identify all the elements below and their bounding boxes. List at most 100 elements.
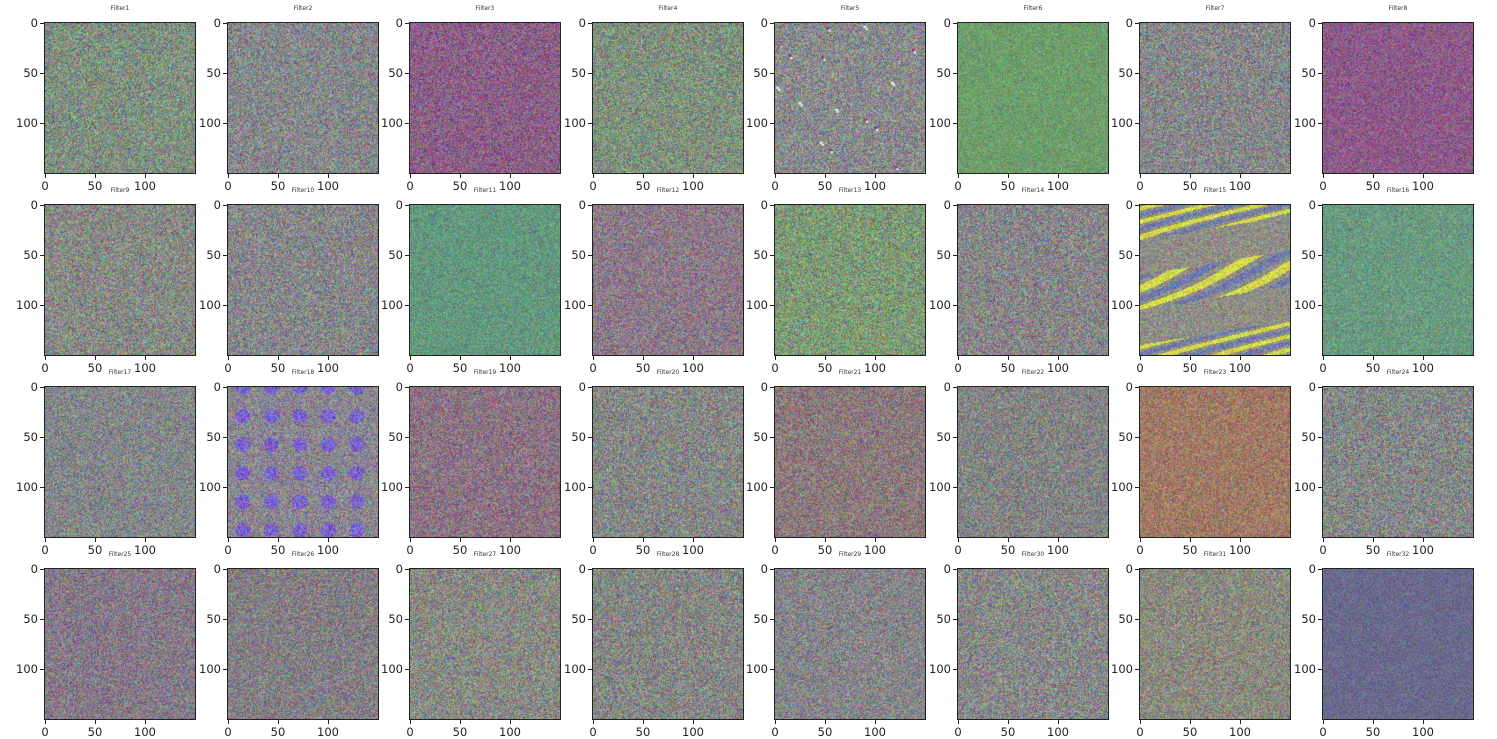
filter-activation-image bbox=[775, 23, 925, 173]
filter-image-axes bbox=[227, 22, 379, 174]
x-tick bbox=[825, 174, 826, 178]
filter-image-axes bbox=[227, 386, 379, 538]
y-tick bbox=[40, 255, 44, 256]
panel-title: Filter27 bbox=[473, 551, 497, 558]
y-tick bbox=[1318, 619, 1322, 620]
x-tick bbox=[643, 174, 644, 178]
x-tick bbox=[1190, 720, 1191, 724]
x-tick-label: 50 bbox=[87, 725, 103, 739]
x-tick-label: 0 bbox=[224, 543, 232, 557]
y-tick bbox=[1135, 305, 1139, 306]
y-tick bbox=[1135, 123, 1139, 124]
x-tick-label: 0 bbox=[224, 725, 232, 739]
y-tick-label: 50 bbox=[571, 248, 586, 262]
x-tick-label: 0 bbox=[1136, 543, 1144, 557]
x-tick bbox=[145, 356, 146, 360]
y-tick bbox=[953, 437, 957, 438]
y-tick-label: 50 bbox=[206, 66, 221, 80]
y-tick bbox=[405, 387, 409, 388]
x-tick-label: 50 bbox=[1182, 361, 1198, 375]
x-tick bbox=[593, 174, 594, 178]
x-tick-label: 100 bbox=[1412, 361, 1434, 375]
y-tick bbox=[40, 305, 44, 306]
y-tick-label: 0 bbox=[943, 198, 951, 212]
y-tick bbox=[40, 619, 44, 620]
x-tick-label: 50 bbox=[817, 179, 833, 193]
y-tick-label: 100 bbox=[381, 116, 403, 130]
y-tick bbox=[223, 437, 227, 438]
y-tick bbox=[953, 23, 957, 24]
y-tick bbox=[223, 487, 227, 488]
panel-title: Filter14 bbox=[1021, 187, 1045, 194]
y-tick bbox=[588, 305, 592, 306]
y-tick-label: 50 bbox=[753, 248, 768, 262]
y-tick-label: 50 bbox=[1301, 430, 1316, 444]
y-tick bbox=[770, 437, 774, 438]
y-tick bbox=[1318, 305, 1322, 306]
x-tick-label: 50 bbox=[87, 543, 103, 557]
panel-title: Filter24 bbox=[1386, 369, 1410, 376]
x-tick-label: 50 bbox=[635, 725, 651, 739]
filter-panel: Filter23 0 50 100 0 50 100 bbox=[1111, 369, 1291, 557]
filter-panel: Filter2 0 50 100 0 50 100 bbox=[199, 5, 379, 193]
filter-image-axes bbox=[1322, 22, 1474, 174]
filter-panel: Filter24 0 50 100 0 50 100 bbox=[1294, 369, 1474, 557]
x-tick bbox=[460, 356, 461, 360]
x-tick bbox=[1323, 174, 1324, 178]
filter-image-axes bbox=[774, 22, 926, 174]
filter-panel: Filter16 0 50 100 0 50 100 bbox=[1294, 187, 1474, 375]
y-tick-label: 50 bbox=[1118, 66, 1133, 80]
y-tick bbox=[588, 669, 592, 670]
filter-activation-image bbox=[1140, 387, 1290, 537]
y-tick-label: 50 bbox=[206, 612, 221, 626]
y-tick-label: 100 bbox=[929, 480, 951, 494]
filter-panel: Filter18 0 50 100 0 50 100 bbox=[199, 369, 379, 557]
y-tick bbox=[588, 487, 592, 488]
y-tick-label: 50 bbox=[753, 612, 768, 626]
panel-title: Filter18 bbox=[291, 369, 315, 376]
filter-panel: Filter21 0 50 100 0 50 100 bbox=[746, 369, 926, 557]
y-tick-label: 100 bbox=[564, 662, 586, 676]
x-tick-label: 0 bbox=[41, 179, 49, 193]
y-tick-label: 100 bbox=[1111, 662, 1133, 676]
y-tick-label: 100 bbox=[1294, 662, 1316, 676]
y-tick bbox=[588, 205, 592, 206]
y-tick bbox=[405, 437, 409, 438]
filter-activation-image bbox=[593, 23, 743, 173]
x-tick bbox=[95, 356, 96, 360]
x-tick bbox=[775, 174, 776, 178]
y-tick bbox=[223, 569, 227, 570]
x-tick-label: 0 bbox=[224, 179, 232, 193]
filter-panel: Filter14 0 50 100 0 50 100 bbox=[929, 187, 1109, 375]
filter-panel: Filter26 0 50 100 0 50 100 bbox=[199, 551, 379, 739]
y-tick-label: 0 bbox=[943, 562, 951, 576]
filter-panel: Filter27 0 50 100 0 50 100 bbox=[381, 551, 561, 739]
x-tick-label: 50 bbox=[270, 179, 286, 193]
x-tick bbox=[45, 356, 46, 360]
y-tick bbox=[1318, 569, 1322, 570]
y-tick bbox=[1318, 437, 1322, 438]
y-tick-label: 0 bbox=[760, 380, 768, 394]
y-tick bbox=[40, 437, 44, 438]
y-tick bbox=[40, 73, 44, 74]
y-tick-label: 100 bbox=[746, 662, 768, 676]
x-tick bbox=[228, 356, 229, 360]
y-tick bbox=[1318, 669, 1322, 670]
filter-activation-image bbox=[1323, 569, 1473, 719]
x-tick bbox=[278, 538, 279, 542]
x-tick-label: 50 bbox=[1365, 543, 1381, 557]
x-tick-label: 50 bbox=[452, 179, 468, 193]
x-tick bbox=[958, 720, 959, 724]
x-tick bbox=[1423, 174, 1424, 178]
y-tick bbox=[405, 669, 409, 670]
x-tick-label: 100 bbox=[864, 179, 886, 193]
filter-image-axes bbox=[592, 22, 744, 174]
x-tick bbox=[1140, 174, 1141, 178]
filter-activation-image bbox=[1323, 23, 1473, 173]
x-tick bbox=[145, 538, 146, 542]
x-tick bbox=[460, 174, 461, 178]
y-tick-label: 100 bbox=[199, 298, 221, 312]
filter-image-axes bbox=[1139, 204, 1291, 356]
x-tick bbox=[1058, 356, 1059, 360]
x-tick bbox=[228, 720, 229, 724]
